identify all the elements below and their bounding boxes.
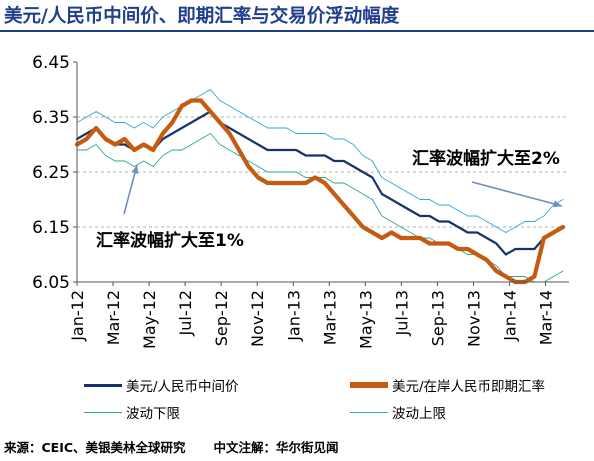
source-note: 来源：CEIC、美银美林全球研究 中文注解：华尔街见闻 xyxy=(4,437,367,456)
x-tick-label: Mar-14 xyxy=(537,290,556,345)
annotation-arrow-2-head xyxy=(553,200,562,208)
x-tick-label: May-13 xyxy=(356,290,375,349)
annotation-2: 汇率波幅扩大至2% xyxy=(412,148,560,169)
x-tick-label: Jan-12 xyxy=(68,290,87,342)
x-tick-label: Jul-12 xyxy=(176,290,195,336)
y-tick-label: 6.05 xyxy=(32,273,70,293)
x-tick-label: Nov-13 xyxy=(464,290,483,347)
series-lines xyxy=(74,89,566,285)
y-tick-label: 6.25 xyxy=(32,163,70,183)
gridlines xyxy=(77,116,569,228)
annotation-arrow-1-head xyxy=(131,165,139,174)
y-tick-label: 6.35 xyxy=(32,108,70,128)
y-tick-label: 6.45 xyxy=(32,53,70,73)
x-tick-label: May-12 xyxy=(140,290,159,349)
x-tick-label: Nov-12 xyxy=(248,290,267,347)
source-right: 中文注解：华尔街见闻 xyxy=(213,440,339,455)
title-divider xyxy=(0,30,594,32)
x-tick-label: Mar-13 xyxy=(320,290,339,345)
axes xyxy=(73,61,569,286)
series-line-spot xyxy=(74,98,566,285)
x-tick-label: Sep-12 xyxy=(212,290,231,346)
source-left: 来源：CEIC、美银美林全球研究 xyxy=(4,440,186,455)
annotation-arrow-2 xyxy=(471,181,563,207)
y-tick-labels: 6.45 6.35 6.25 6.15 6.05 xyxy=(32,53,70,293)
chart-title: 美元/人民币中间价、即期汇率与交易价浮动幅度 xyxy=(4,6,400,27)
y-tick-label: 6.15 xyxy=(32,218,70,238)
x-tick-label: Jan-13 xyxy=(284,290,303,342)
x-tick-label: Jul-13 xyxy=(392,290,411,336)
x-tick-label: Mar-12 xyxy=(104,290,123,345)
annotation-arrow-1 xyxy=(123,164,138,215)
x-tick-label: Sep-13 xyxy=(428,290,447,346)
x-tick-label: Jan-14 xyxy=(501,290,520,342)
x-tick-labels: Jan-12 Mar-12 May-12 Jul-12 Sep-12 Nov-12 Jan-… xyxy=(68,290,556,349)
series-line-upper xyxy=(76,89,564,233)
annotations: 汇率波幅扩大至1% 汇率波幅扩大至2% xyxy=(96,148,563,251)
annotation-1: 汇率波幅扩大至1% xyxy=(96,230,244,251)
